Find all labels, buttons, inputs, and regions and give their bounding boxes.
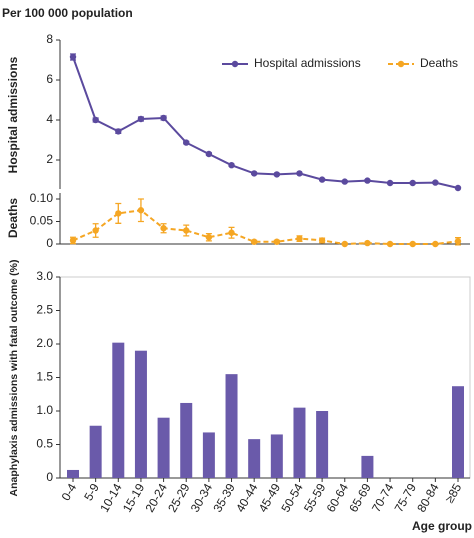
point [228,229,235,236]
bar [180,402,193,478]
bar [248,439,261,478]
point [205,234,213,241]
x-axis-label: Age group [412,519,472,533]
y-tick-label: 0.10 [30,191,54,205]
point [318,237,326,244]
y-tick-label: 3.0 [36,269,53,283]
series-line [72,56,459,189]
y-tick-label: 0.05 [30,214,54,228]
y-unit-label: Per 100 000 population [2,6,133,20]
point [454,238,462,245]
point [432,240,439,248]
bar [89,425,102,478]
x-tick-label: 40-44 [233,481,261,515]
bar [361,455,374,478]
x-tick-label: 60-64 [324,481,352,515]
bar [293,407,306,478]
y-tick-label: 2 [46,152,53,166]
point [386,240,394,248]
bar [202,432,215,478]
point [341,178,348,185]
legend-label: Hospital admissions [254,56,361,70]
point [205,150,213,158]
x-tick-label: 0-4 [59,481,80,503]
bar [316,411,329,478]
bar-y-axis-label: Anaphylaxis admissions with fatal outcom… [8,260,20,497]
bar [225,374,238,478]
point [92,116,99,124]
point [250,170,258,177]
y-tick-label: 2.0 [36,336,53,350]
x-tick-label: 75-79 [392,481,420,515]
y-tick-label: 2.5 [36,303,53,317]
point [273,238,281,245]
x-tick-label: 30-34 [188,481,216,515]
point [160,225,167,232]
y-tick-label: 8 [46,32,53,46]
point [69,237,77,244]
y-tick-label: 6 [46,72,53,86]
point [386,179,394,187]
bar [452,386,464,478]
bar [157,417,170,478]
point [273,171,281,178]
point [409,179,416,187]
x-tick-label: ≥85 [442,481,464,506]
legend-marker [397,60,405,68]
y-tick-label: 1.5 [36,370,53,384]
point [183,139,190,146]
x-tick-label: 10-14 [97,481,125,515]
point [296,235,303,242]
point [409,240,416,248]
y-tick-label: 4 [46,112,53,126]
point [137,207,145,214]
legend-label: Deaths [420,56,458,70]
bar [112,342,125,478]
x-tick-label: 20-24 [142,481,170,515]
x-tick-label: 25-29 [165,481,193,515]
x-tick-label: 5-9 [81,481,102,503]
x-tick-label: 80-84 [414,481,442,515]
point [228,162,235,169]
point [318,176,326,183]
y-tick-label: 1.0 [36,403,53,417]
point [183,227,190,234]
point [115,210,122,217]
point [92,227,99,234]
y-tick-label: 0 [46,470,53,484]
x-tick-label: 70-74 [369,481,397,515]
bar [270,434,283,478]
point [137,115,145,123]
y-tick-label: 0 [46,236,53,250]
series-line [72,209,459,246]
y-tick-label: 0.5 [36,437,53,451]
y-axis-label: Hospital admissions [6,56,20,173]
point [296,170,303,177]
point [454,184,462,192]
point [432,179,439,186]
legend-marker [231,60,239,68]
point [115,128,122,135]
x-tick-label: 65-69 [346,481,374,515]
point [341,240,348,248]
point [69,53,77,61]
x-tick-label: 50-54 [278,481,306,515]
point [160,114,167,122]
point [364,177,371,184]
point [364,239,371,247]
x-tick-label: 15-19 [120,481,148,515]
bar [67,469,79,478]
x-tick-label: 35-39 [210,481,238,515]
point [250,238,258,245]
x-tick-label: 45-49 [256,481,284,515]
x-tick-label: 55-59 [301,481,329,515]
bar [134,350,147,478]
y2-axis-label: Deaths [6,198,20,238]
